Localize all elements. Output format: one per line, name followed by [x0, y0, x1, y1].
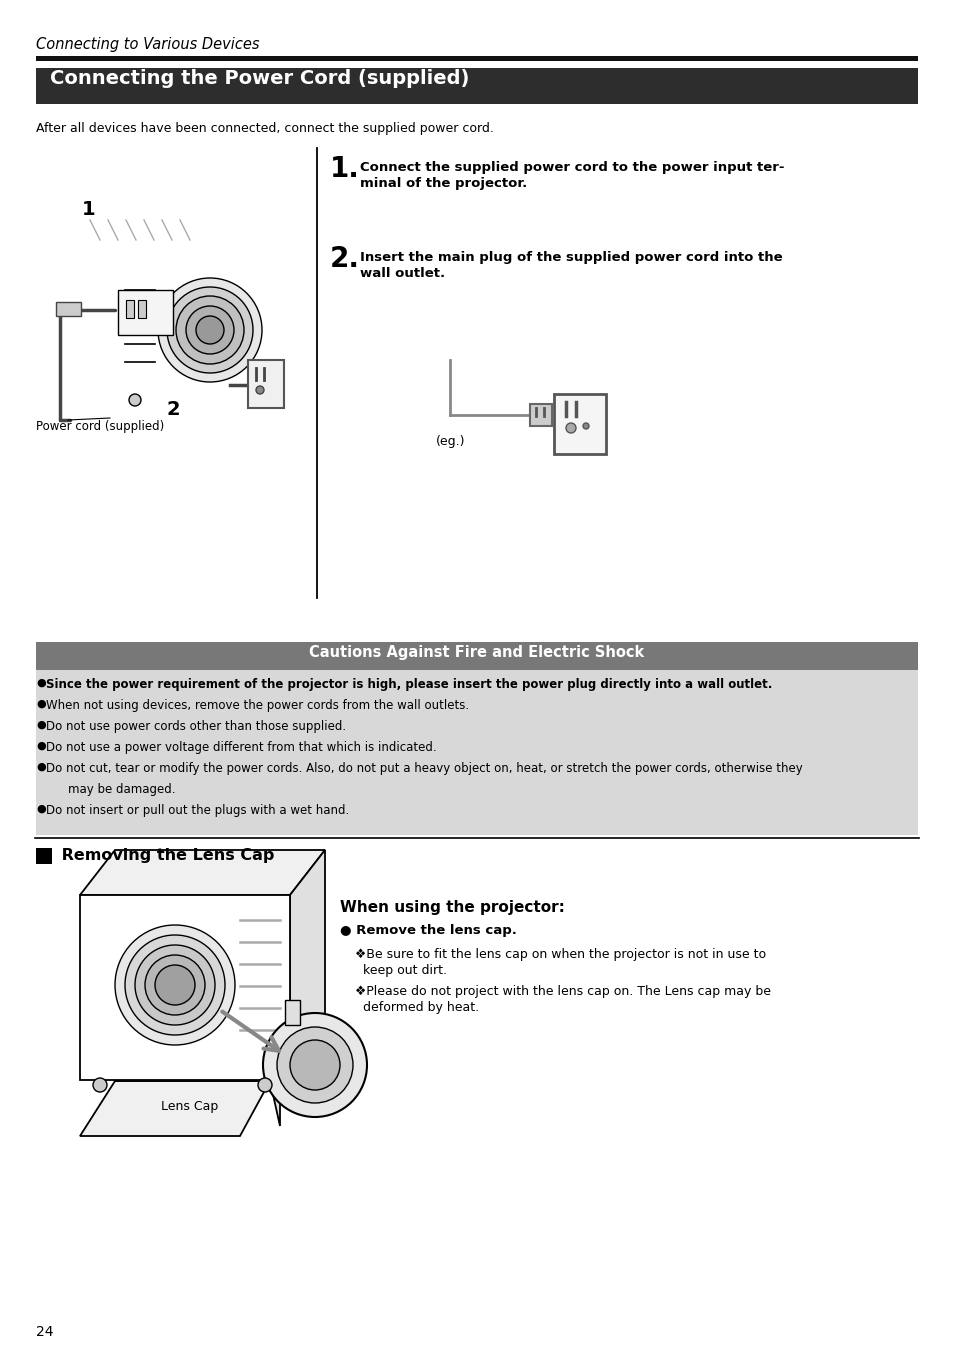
Text: Do not insert or pull out the plugs with a wet hand.: Do not insert or pull out the plugs with…	[46, 804, 349, 817]
Text: ●: ●	[36, 740, 46, 751]
Text: Connecting the Power Cord (supplied): Connecting the Power Cord (supplied)	[50, 69, 469, 88]
Circle shape	[92, 1078, 107, 1092]
Bar	[138, 300, 146, 317]
Text: Power cord (supplied): Power cord (supplied)	[36, 420, 164, 434]
Text: deformed by heat.: deformed by heat.	[355, 1001, 478, 1015]
Text: ❖Be sure to fit the lens cap on when the projector is not in use to: ❖Be sure to fit the lens cap on when the…	[355, 948, 765, 961]
Polygon shape	[80, 1081, 270, 1136]
Text: ➤: ➤	[71, 305, 81, 315]
Text: minal of the projector.: minal of the projector.	[359, 177, 527, 190]
Text: 1.: 1.	[330, 155, 359, 182]
Text: 1: 1	[82, 200, 95, 219]
Bar	[36, 670, 917, 835]
Circle shape	[195, 316, 224, 345]
Circle shape	[125, 935, 225, 1035]
Circle shape	[167, 286, 253, 373]
Text: ●: ●	[36, 804, 46, 815]
Polygon shape	[290, 850, 325, 1079]
Circle shape	[565, 423, 576, 434]
Text: Connecting to Various Devices: Connecting to Various Devices	[36, 36, 259, 51]
Bar	[554, 394, 605, 454]
Text: Connect the supplied power cord to the power input ter-: Connect the supplied power cord to the p…	[359, 161, 783, 174]
Bar	[118, 290, 172, 335]
Text: Do not use power cords other than those supplied.: Do not use power cords other than those …	[46, 720, 346, 734]
Text: ● Remove the lens cap.: ● Remove the lens cap.	[339, 924, 517, 938]
Circle shape	[290, 1040, 339, 1090]
Text: When not using devices, remove the power cords from the wall outlets.: When not using devices, remove the power…	[46, 698, 469, 712]
Text: After all devices have been connected, connect the supplied power cord.: After all devices have been connected, c…	[36, 122, 494, 135]
Polygon shape	[80, 850, 325, 894]
Bar	[36, 642, 917, 670]
Circle shape	[115, 925, 234, 1046]
Text: Insert the main plug of the supplied power cord into the: Insert the main plug of the supplied pow…	[359, 251, 781, 263]
Text: 2.: 2.	[330, 245, 359, 273]
Circle shape	[135, 944, 214, 1025]
Circle shape	[263, 1013, 367, 1117]
Text: 2: 2	[167, 400, 180, 419]
Bar	[530, 404, 552, 426]
Text: keep out dirt.: keep out dirt.	[355, 965, 447, 977]
Circle shape	[255, 386, 264, 394]
Text: Since the power requirement of the projector is high, please insert the power pl: Since the power requirement of the proje…	[46, 678, 772, 690]
Text: ●: ●	[36, 720, 46, 730]
Circle shape	[145, 955, 205, 1015]
Circle shape	[253, 394, 266, 407]
Text: ●: ●	[36, 678, 46, 688]
Text: wall outlet.: wall outlet.	[359, 267, 445, 280]
Text: Lens Cap: Lens Cap	[161, 1100, 218, 1113]
Circle shape	[175, 296, 244, 363]
Text: ●: ●	[36, 762, 46, 771]
Circle shape	[257, 1078, 272, 1092]
Polygon shape	[115, 961, 270, 1081]
Circle shape	[154, 965, 194, 1005]
Circle shape	[186, 305, 233, 354]
Text: Cautions Against Fire and Electric Shock: Cautions Against Fire and Electric Shock	[309, 644, 644, 661]
Circle shape	[276, 1027, 353, 1102]
Circle shape	[158, 278, 262, 382]
Text: ❖Please do not project with the lens cap on. The Lens cap may be: ❖Please do not project with the lens cap…	[355, 985, 770, 998]
Text: Removing the Lens Cap: Removing the Lens Cap	[56, 848, 274, 863]
Text: Do not use a power voltage different from that which is indicated.: Do not use a power voltage different fro…	[46, 740, 436, 754]
Text: may be damaged.: may be damaged.	[68, 784, 175, 796]
Bar	[36, 68, 917, 104]
Bar	[36, 848, 52, 865]
Bar	[56, 303, 81, 316]
Text: 24: 24	[36, 1325, 53, 1339]
Polygon shape	[80, 894, 290, 1079]
Text: Do not cut, tear or modify the power cords. Also, do not put a heavy object on, : Do not cut, tear or modify the power cor…	[46, 762, 801, 775]
Text: (eg.): (eg.)	[436, 435, 465, 449]
Bar	[36, 55, 917, 61]
Bar	[126, 300, 133, 317]
Bar	[248, 359, 284, 408]
Bar	[285, 1000, 299, 1025]
Text: ●: ●	[36, 698, 46, 709]
Text: When using the projector:: When using the projector:	[339, 900, 564, 915]
Circle shape	[582, 423, 588, 430]
Polygon shape	[270, 957, 280, 1125]
Circle shape	[129, 394, 141, 407]
